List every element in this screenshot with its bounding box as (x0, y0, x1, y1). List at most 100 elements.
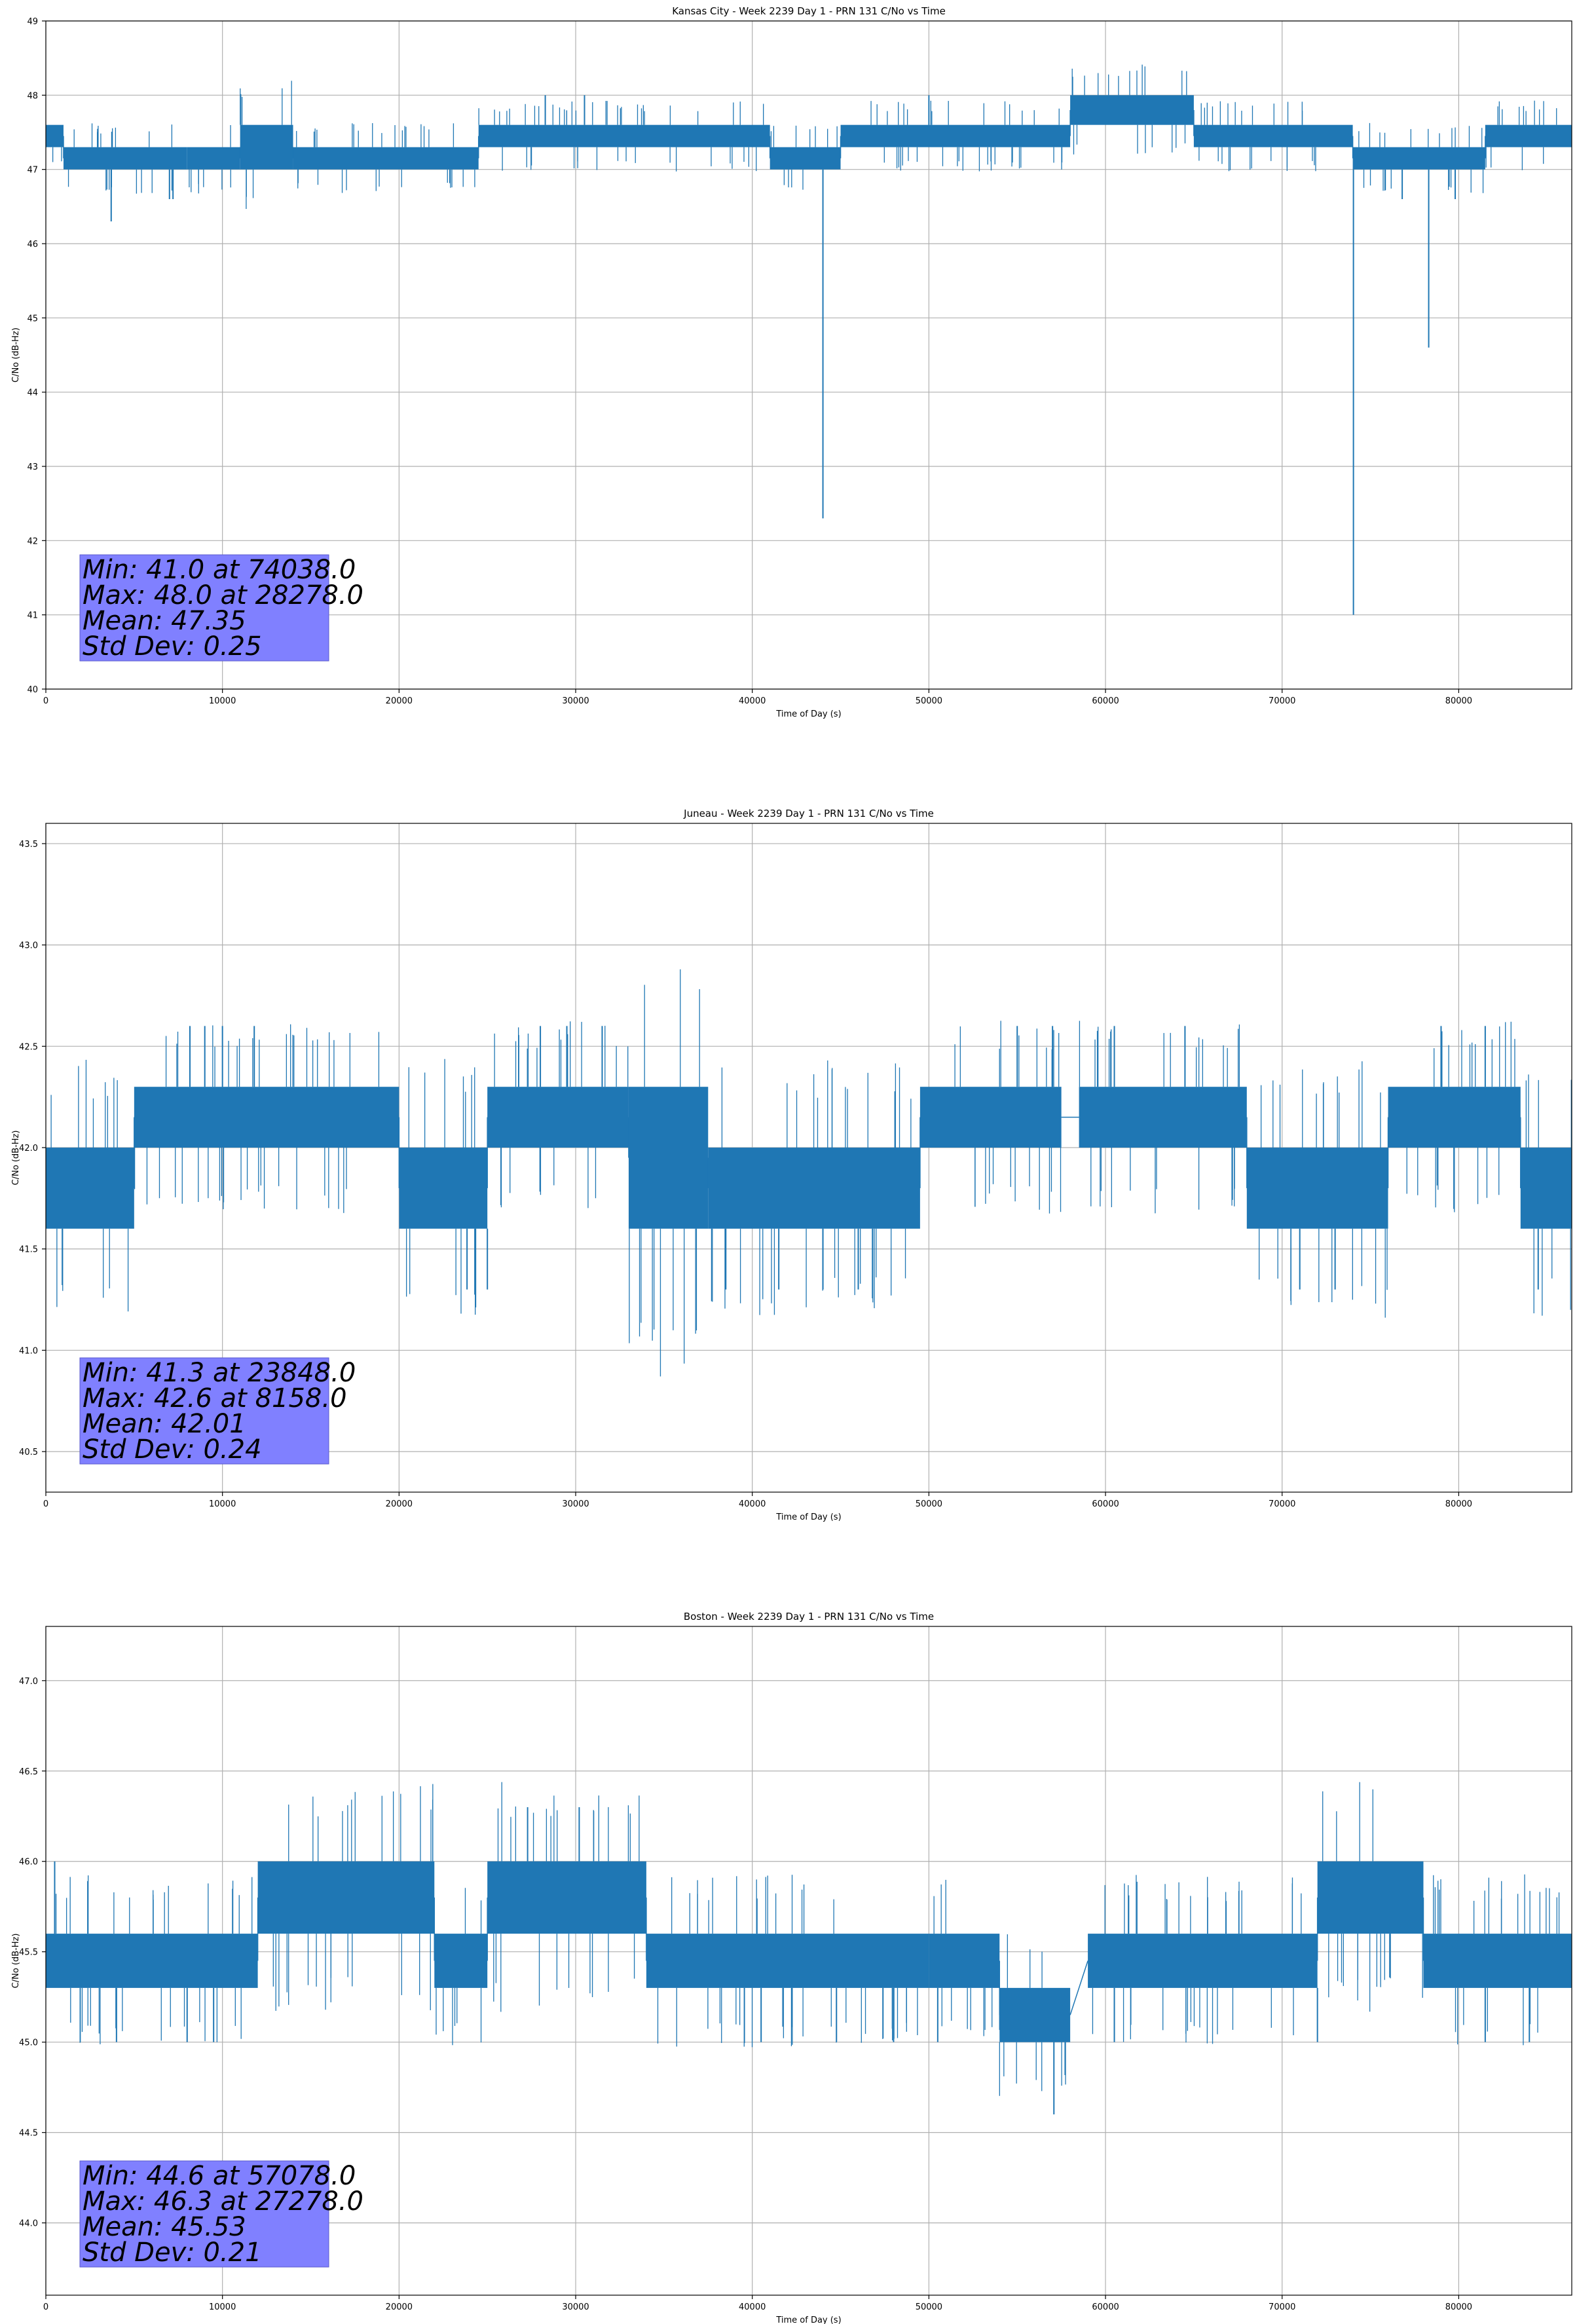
series-band (187, 147, 240, 170)
series-band (293, 147, 479, 170)
series-band (487, 1087, 629, 1148)
series-band (1193, 124, 1353, 147)
x-tick-label: 70000 (1269, 1499, 1295, 1509)
series-band (708, 1148, 920, 1229)
y-tick-label: 45.0 (19, 2038, 38, 2048)
x-tick-label: 70000 (1269, 2302, 1295, 2312)
x-tick-label: 30000 (562, 696, 589, 706)
series-band (487, 1861, 646, 1934)
chart-panel-1: 0 10000 20000 30000 40000 50000 60000 70000 8000… (11, 5, 1572, 719)
stats-std-text: Std Dev: 0.25 (83, 631, 262, 662)
series-band (1246, 1148, 1388, 1229)
y-axis-label: C/No (dB-Hz) (11, 1131, 21, 1186)
series-band (1070, 95, 1194, 125)
stats-mean-text: Mean: 47.35 (83, 606, 246, 636)
x-tick-label: 20000 (386, 696, 413, 706)
x-tick-label: 10000 (209, 696, 236, 706)
series-band (240, 124, 293, 170)
x-tick-label: 40000 (739, 2302, 766, 2312)
series-band (1317, 1861, 1424, 1934)
x-tick-label: 20000 (386, 2302, 413, 2312)
y-tick-label: 44.5 (19, 2129, 38, 2139)
y-tick-label: 42.5 (19, 1042, 38, 1052)
series-band (919, 1087, 1062, 1148)
x-axis-label: Time of Day (s) (775, 709, 841, 719)
y-tick-label: 44 (27, 388, 38, 398)
y-tick-label: 46.0 (19, 1858, 38, 1867)
y-tick-label: 44.0 (19, 2219, 38, 2229)
stats-std-text: Std Dev: 0.24 (83, 1434, 262, 1465)
x-tick-label: 40000 (739, 1499, 766, 1509)
y-tick-label: 43.0 (19, 941, 38, 951)
y-tick-label: 41.0 (19, 1346, 38, 1356)
x-tick-label: 20000 (386, 1499, 413, 1509)
chart-panel-2: 0 10000 20000 30000 40000 50000 60000 70000 8000… (11, 808, 1572, 1522)
series-band (1423, 1934, 1572, 1988)
x-tick-label: 10000 (209, 2302, 236, 2312)
y-tick-label: 48 (27, 91, 38, 101)
y-tick-label: 42.0 (19, 1144, 38, 1153)
x-tick-label: 60000 (1092, 1499, 1119, 1509)
series-band (46, 1934, 258, 1988)
stats-box (79, 1357, 329, 1465)
y-tick-label: 46 (27, 240, 38, 250)
y-tick-label: 47.0 (19, 1677, 38, 1687)
y-tick-label: 47 (27, 166, 38, 176)
series-band (1088, 1934, 1318, 1988)
y-tick-label: 46.5 (19, 1767, 38, 1777)
series-band (840, 124, 1071, 147)
y-tick-label: 45.5 (19, 1948, 38, 1958)
x-tick-label: 50000 (916, 2302, 942, 2312)
series-band (1388, 1087, 1521, 1148)
series-connector (1069, 1960, 1088, 2015)
chart-title: Boston - Week 2239 Day 1 - PRN 131 C/No … (684, 1611, 934, 1622)
x-tick-label: 80000 (1445, 1499, 1472, 1509)
stats-box (79, 554, 329, 662)
series-band (134, 1087, 399, 1148)
series-band (1520, 1148, 1572, 1229)
chart-title: Kansas City - Week 2239 Day 1 - PRN 131 … (672, 5, 946, 17)
stats-mean-text: Mean: 45.53 (83, 2212, 246, 2242)
axes-frame (45, 823, 1572, 1493)
y-tick-label: 40 (27, 685, 38, 695)
series-band (478, 124, 770, 147)
x-tick-label: 30000 (562, 1499, 589, 1509)
y-tick-label: 40.5 (19, 1448, 38, 1457)
series-band (999, 1987, 1071, 2042)
stats-max-text: Max: 42.6 at 8158.0 (83, 1383, 347, 1414)
stats-mean-text: Mean: 42.01 (83, 1409, 246, 1439)
y-tick-label: 41.5 (19, 1245, 38, 1255)
series-band (434, 1934, 488, 1988)
y-tick-label: 43 (27, 462, 38, 472)
axes-frame (45, 20, 1572, 690)
x-tick-label: 60000 (1092, 696, 1119, 706)
y-tick-label: 41 (27, 611, 38, 621)
x-tick-label: 10000 (209, 1499, 236, 1509)
series-band (628, 1087, 709, 1229)
series-band (399, 1148, 488, 1229)
axes-frame (45, 1626, 1572, 2296)
x-tick-label: 60000 (1092, 2302, 1119, 2312)
y-tick-label: 49 (27, 17, 38, 27)
x-tick-label: 50000 (916, 1499, 942, 1509)
series-band (1079, 1087, 1247, 1148)
series-band (646, 1934, 929, 1988)
x-tick-label: 0 (43, 2302, 48, 2312)
chart-title: Juneau - Week 2239 Day 1 - PRN 131 C/No … (683, 808, 934, 819)
x-tick-label: 40000 (739, 696, 766, 706)
series-band (770, 147, 841, 170)
y-tick-label: 42 (27, 536, 38, 546)
series-band (929, 1934, 1000, 1988)
x-axis-label: Time of Day (s) (775, 2315, 841, 2324)
series-band (63, 147, 187, 170)
y-tick-label: 43.5 (19, 840, 38, 850)
series-band (257, 1861, 435, 1934)
x-tick-label: 0 (43, 696, 48, 706)
stats-std-text: Std Dev: 0.21 (83, 2238, 262, 2268)
x-tick-label: 80000 (1445, 696, 1472, 706)
x-tick-label: 50000 (916, 696, 942, 706)
y-tick-label: 45 (27, 314, 38, 324)
y-axis-label: C/No (dB-Hz) (11, 1934, 21, 1989)
series-band (1485, 124, 1572, 147)
